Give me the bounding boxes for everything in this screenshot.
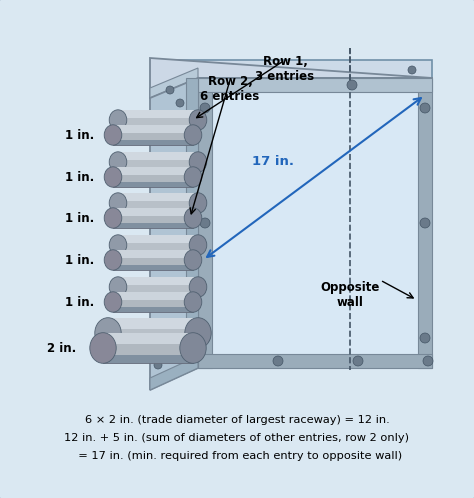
Polygon shape (118, 235, 198, 255)
Circle shape (176, 339, 184, 347)
Ellipse shape (189, 193, 207, 213)
Ellipse shape (184, 167, 202, 187)
Ellipse shape (189, 235, 207, 255)
Polygon shape (118, 250, 198, 255)
Polygon shape (108, 318, 198, 348)
Ellipse shape (184, 292, 202, 312)
Polygon shape (103, 333, 193, 364)
Text: 17 in.: 17 in. (252, 154, 294, 167)
Circle shape (166, 86, 174, 94)
Text: 1 in.: 1 in. (65, 253, 94, 266)
Polygon shape (118, 292, 198, 297)
Polygon shape (113, 250, 193, 270)
Circle shape (176, 99, 184, 107)
Circle shape (273, 356, 283, 366)
Ellipse shape (180, 333, 206, 364)
Polygon shape (118, 277, 198, 297)
Circle shape (200, 333, 210, 343)
Polygon shape (198, 78, 432, 92)
Polygon shape (113, 182, 193, 187)
Text: 2 in.: 2 in. (47, 342, 76, 355)
Polygon shape (118, 167, 198, 172)
Circle shape (353, 356, 363, 366)
Ellipse shape (104, 292, 122, 312)
Ellipse shape (104, 208, 122, 228)
Polygon shape (118, 125, 198, 130)
Ellipse shape (95, 318, 121, 348)
Polygon shape (418, 78, 432, 368)
Text: 1 in.: 1 in. (65, 128, 94, 141)
Polygon shape (113, 223, 193, 228)
Polygon shape (113, 167, 193, 187)
Polygon shape (108, 318, 198, 329)
Polygon shape (118, 152, 198, 159)
Polygon shape (113, 208, 193, 228)
Text: 6 × 2 in. (trade diameter of largest raceway) = 12 in.: 6 × 2 in. (trade diameter of largest rac… (85, 415, 389, 425)
Polygon shape (113, 250, 193, 257)
Text: 1 in.: 1 in. (65, 295, 94, 308)
Polygon shape (113, 292, 193, 312)
Polygon shape (118, 110, 198, 118)
Polygon shape (186, 78, 198, 368)
Polygon shape (118, 277, 198, 284)
Polygon shape (150, 356, 198, 390)
Ellipse shape (184, 125, 202, 145)
Text: 1 in.: 1 in. (65, 170, 94, 183)
Circle shape (420, 333, 430, 343)
Text: 12 in. + 5 in. (sum of diameters of other entries, row 2 only): 12 in. + 5 in. (sum of diameters of othe… (64, 433, 410, 443)
Polygon shape (118, 193, 198, 213)
Polygon shape (198, 78, 212, 368)
Circle shape (154, 361, 162, 369)
Polygon shape (118, 208, 198, 213)
Polygon shape (150, 78, 198, 390)
Polygon shape (118, 110, 198, 130)
Ellipse shape (184, 250, 202, 270)
Polygon shape (118, 152, 198, 172)
Ellipse shape (185, 318, 211, 348)
Circle shape (420, 103, 430, 113)
Circle shape (154, 119, 162, 127)
Polygon shape (103, 333, 193, 345)
Polygon shape (198, 78, 432, 368)
Ellipse shape (109, 152, 127, 172)
Polygon shape (150, 58, 432, 98)
Ellipse shape (184, 208, 202, 228)
Polygon shape (118, 235, 198, 243)
Polygon shape (212, 92, 418, 354)
Ellipse shape (109, 193, 127, 213)
Polygon shape (118, 193, 198, 201)
Polygon shape (113, 125, 193, 132)
Ellipse shape (90, 333, 116, 364)
Text: Opposite
wall: Opposite wall (320, 281, 380, 309)
Ellipse shape (189, 277, 207, 297)
Polygon shape (113, 307, 193, 312)
Polygon shape (113, 265, 193, 270)
Ellipse shape (109, 235, 127, 255)
Circle shape (423, 356, 433, 366)
Text: 1 in.: 1 in. (65, 212, 94, 225)
Circle shape (408, 66, 416, 74)
Ellipse shape (109, 110, 127, 130)
Circle shape (200, 218, 210, 228)
Text: Row 2,
6 entries: Row 2, 6 entries (201, 75, 260, 103)
Polygon shape (113, 208, 193, 216)
Ellipse shape (189, 110, 207, 130)
Ellipse shape (109, 277, 127, 297)
Polygon shape (198, 354, 432, 368)
Polygon shape (152, 60, 432, 100)
Polygon shape (108, 340, 198, 348)
Circle shape (347, 80, 357, 90)
Circle shape (420, 218, 430, 228)
Polygon shape (113, 292, 193, 300)
Ellipse shape (104, 167, 122, 187)
Circle shape (200, 103, 210, 113)
Ellipse shape (104, 250, 122, 270)
Polygon shape (113, 125, 193, 145)
Ellipse shape (104, 125, 122, 145)
Polygon shape (113, 167, 193, 175)
Polygon shape (103, 355, 193, 364)
Text: Row 1,
3 entries: Row 1, 3 entries (255, 55, 315, 83)
Polygon shape (113, 140, 193, 145)
Ellipse shape (189, 152, 207, 172)
